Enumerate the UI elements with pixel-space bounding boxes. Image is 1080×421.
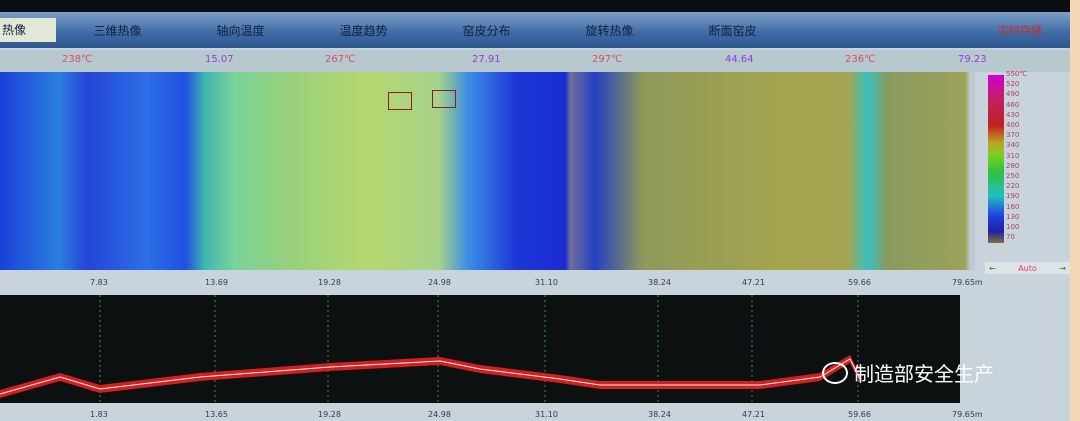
axis-tick-label: 13.65 bbox=[205, 410, 228, 419]
chart-x-axis: 1.83 13.65 19.28 24.98 31.10 38.24 47.21 59.66 7… bbox=[0, 410, 983, 420]
axis-tick-label: 7.83 bbox=[90, 278, 108, 287]
scale-label: 238℃ bbox=[62, 54, 93, 65]
colorbar-label: 160 bbox=[1006, 202, 1020, 211]
axis-tick-label: 24.98 bbox=[428, 410, 451, 419]
axis-tick-label: 31.10 bbox=[535, 278, 558, 287]
scale-bar: 238℃ 15.07 267℃ 27.91 297℃ 44.64 236℃ 79.23 bbox=[0, 50, 1070, 72]
temperature-line bbox=[0, 358, 861, 395]
temperature-band bbox=[0, 355, 860, 398]
auto-mode-button[interactable]: Auto bbox=[1018, 263, 1037, 273]
colorbar-label: 250 bbox=[1006, 172, 1020, 180]
axis-tick-label: 59.66 bbox=[848, 410, 871, 419]
scale-label: 297℃ bbox=[592, 54, 623, 65]
nav-controls: ← Auto → bbox=[985, 262, 1070, 274]
top-bezel bbox=[0, 0, 1080, 12]
wechat-icon bbox=[822, 361, 848, 384]
tab-axial-temp[interactable]: 轴向温度 bbox=[216, 23, 265, 38]
scale-label: 236℃ bbox=[845, 54, 876, 65]
axis-tick-label: 47.21 bbox=[742, 278, 765, 287]
colorbar-label: 460 bbox=[1006, 100, 1020, 109]
tab-rotating-thermal[interactable]: 旋转热像 bbox=[585, 23, 634, 38]
colorbar-label: 310 bbox=[1006, 151, 1020, 160]
scale-label: 267℃ bbox=[325, 54, 356, 65]
roi-box[interactable] bbox=[388, 92, 412, 110]
tab-bar: 热像 三维热像 轴向温度 温度趋势 窑皮分布 旋转热像 断面窑皮 实时存储 bbox=[0, 12, 1070, 48]
colorbar-label: 430 bbox=[1006, 110, 1020, 119]
colorbar-label: 280 bbox=[1006, 161, 1020, 170]
roi-box[interactable] bbox=[432, 90, 456, 108]
axis-tick-label: 31.10 bbox=[535, 410, 558, 419]
axis-tick-label: 13.69 bbox=[205, 278, 228, 287]
scale-label: 44.64 bbox=[725, 54, 754, 65]
axis-tick-label: 24.98 bbox=[428, 278, 451, 287]
axis-tick-label: 79.65m bbox=[952, 410, 983, 419]
axis-tick-label: 79.65m bbox=[952, 278, 983, 287]
scale-label: 79.23 bbox=[958, 54, 987, 65]
colorbar-label: 130 bbox=[1006, 212, 1020, 221]
next-button[interactable]: → bbox=[1059, 263, 1066, 273]
axis-tick-label: 19.28 bbox=[318, 278, 341, 287]
axis-tick-label: 38.24 bbox=[648, 278, 671, 287]
tab-section-coating[interactable]: 断面窑皮 bbox=[708, 23, 757, 38]
scale-label: 15.07 bbox=[205, 54, 234, 65]
tab-thermal[interactable]: 热像 bbox=[0, 18, 56, 42]
thermal-x-axis: 7.83 13.69 19.28 24.98 31.10 38.24 47.21 59.66 7… bbox=[0, 278, 983, 288]
axis-tick-label: 59.66 bbox=[848, 278, 871, 287]
axis-tick-label: 47.21 bbox=[742, 410, 765, 419]
color-scale-bar bbox=[988, 75, 1004, 243]
colorbar-label: 400 bbox=[1006, 121, 1020, 129]
colorbar-label: 520 bbox=[1006, 80, 1020, 89]
page-edge bbox=[1070, 0, 1080, 421]
realtime-storage-button[interactable]: 实时存储 bbox=[998, 24, 1042, 37]
tab-temp-trend[interactable]: 温度趋势 bbox=[339, 23, 388, 38]
thermal-image[interactable] bbox=[0, 72, 975, 270]
colorbar-label: 490 bbox=[1006, 90, 1020, 99]
watermark-text: 制造部安全生产 bbox=[854, 362, 994, 386]
prev-button[interactable]: ← bbox=[989, 263, 996, 273]
colorbar-label: 550℃ bbox=[1006, 70, 1028, 78]
colorbar-label: 370 bbox=[1006, 131, 1020, 140]
tab-3d-thermal[interactable]: 三维热像 bbox=[93, 23, 142, 38]
scale-label: 27.91 bbox=[472, 54, 501, 65]
tab-coating-dist[interactable]: 窑皮分布 bbox=[462, 23, 511, 38]
watermark: 制造部安全生产 bbox=[822, 358, 994, 387]
colorbar-label: 190 bbox=[1006, 192, 1020, 201]
axial-temperature-chart bbox=[0, 295, 963, 403]
axis-tick-label: 1.83 bbox=[90, 410, 108, 419]
axis-tick-label: 19.28 bbox=[318, 410, 341, 419]
colorbar-label: 100 bbox=[1006, 223, 1020, 231]
colorbar-label: 340 bbox=[1006, 141, 1020, 150]
colorbar-label: 70 bbox=[1006, 233, 1015, 242]
colorbar-label: 220 bbox=[1006, 182, 1020, 191]
axis-tick-label: 38.24 bbox=[648, 410, 671, 419]
